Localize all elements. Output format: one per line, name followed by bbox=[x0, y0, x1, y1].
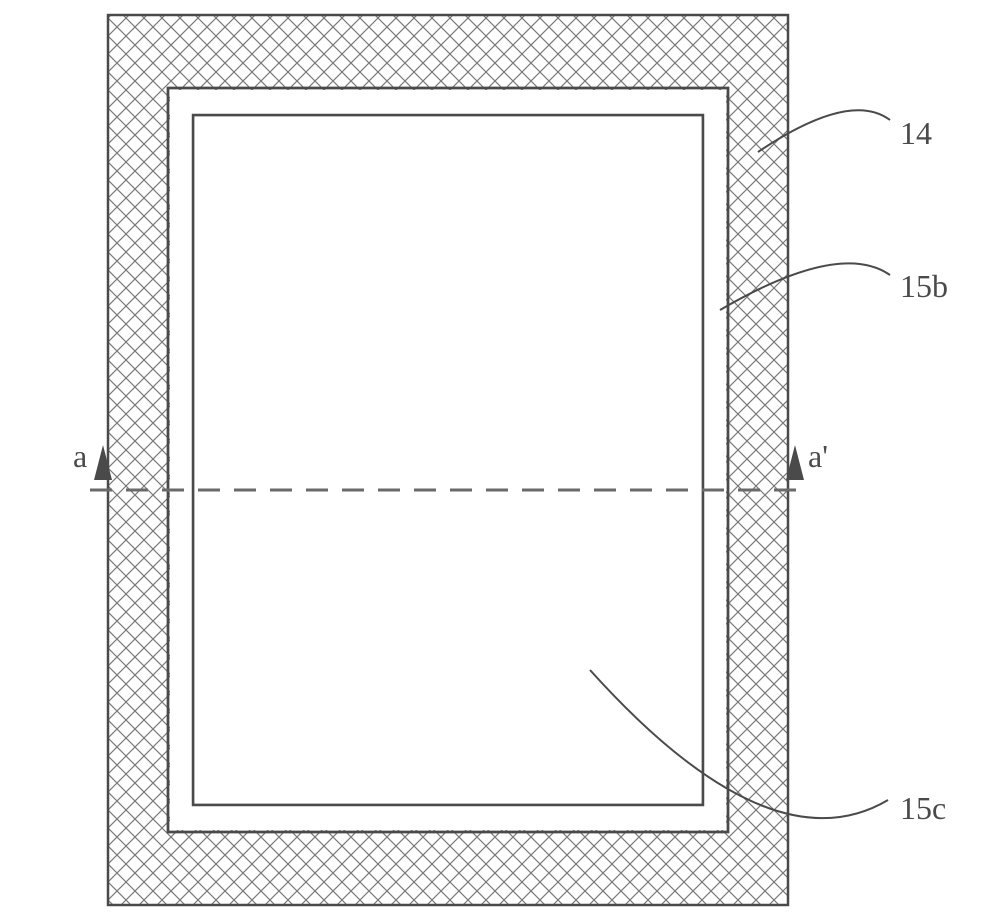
figure-canvas: a a' 14 15b 15c bbox=[0, 0, 1000, 919]
figure-svg bbox=[0, 0, 1000, 919]
ref-label-14: 14 bbox=[900, 115, 932, 152]
ref-label-15c: 15c bbox=[900, 790, 946, 827]
section-label-ap: a' bbox=[808, 438, 828, 475]
ref-label-15b: 15b bbox=[900, 268, 948, 305]
section-label-a: a bbox=[73, 438, 87, 475]
